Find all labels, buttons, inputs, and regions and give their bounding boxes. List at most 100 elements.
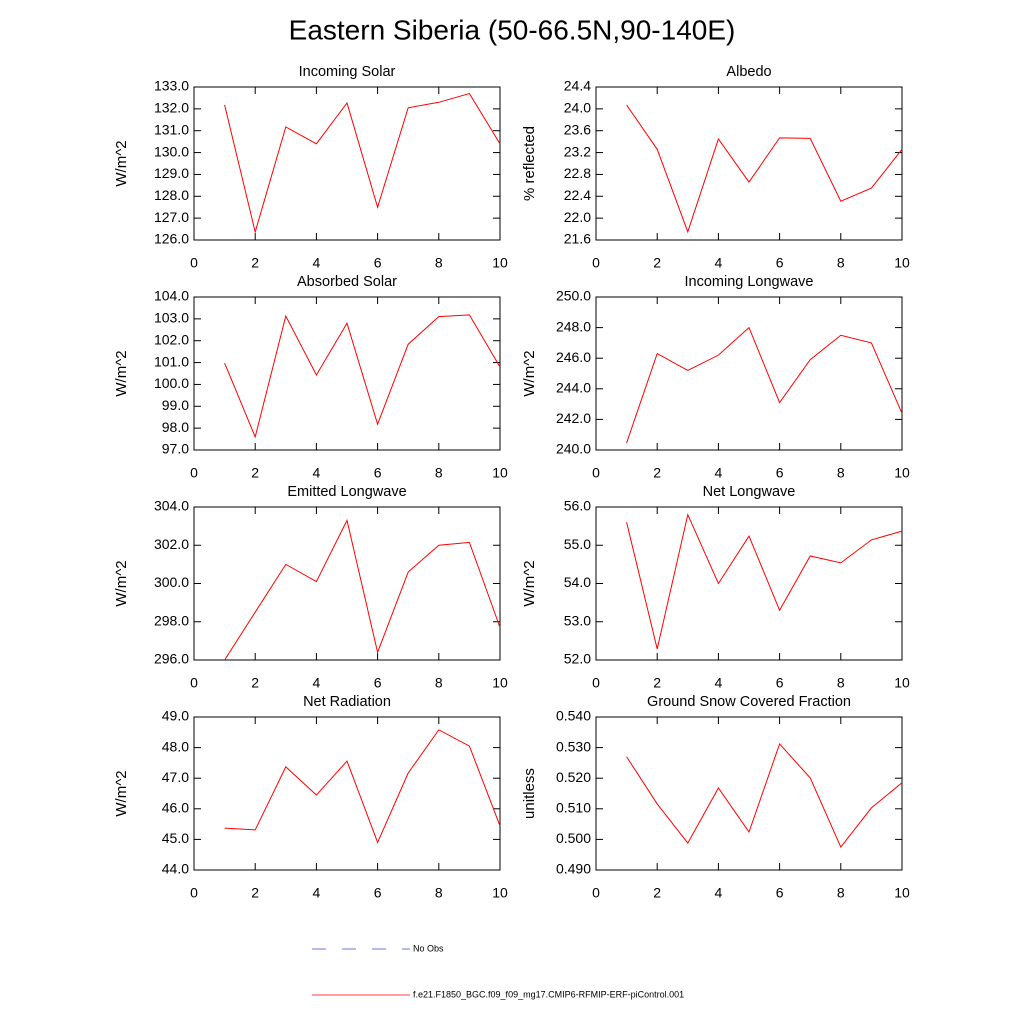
y-tick-label: 104.0 xyxy=(154,288,189,304)
y-tick-label: 24.0 xyxy=(564,100,591,116)
y-tick-label: 0.530 xyxy=(556,738,591,754)
plot-frame xyxy=(595,86,903,241)
y-tick-label: 0.500 xyxy=(556,830,591,846)
y-tick-label: 126.0 xyxy=(154,231,189,247)
x-tick-label: 0 xyxy=(190,885,198,901)
x-tick-label: 10 xyxy=(492,885,508,901)
x-tick-label: 2 xyxy=(653,255,661,271)
x-tick-label: 4 xyxy=(313,885,321,901)
x-tick-label: 6 xyxy=(776,885,784,901)
x-tick-label: 8 xyxy=(837,675,845,691)
y-tick-label: 49.0 xyxy=(162,708,189,724)
y-tick-label: 99.0 xyxy=(162,397,189,413)
panel-title: Incoming Longwave xyxy=(685,274,814,290)
x-tick-label: 8 xyxy=(435,255,443,271)
x-tick-label: 2 xyxy=(653,885,661,901)
x-tick-label: 10 xyxy=(894,885,910,901)
data-line xyxy=(224,729,501,844)
y-tick-label: 132.0 xyxy=(154,100,189,116)
panel-title: Incoming Solar xyxy=(299,64,396,80)
y-tick-label: 248.0 xyxy=(556,318,591,334)
data-line xyxy=(626,326,903,444)
plot-frame xyxy=(595,506,903,661)
x-tick-label: 6 xyxy=(374,675,382,691)
y-tick-label: 102.0 xyxy=(154,331,189,347)
y-tick-label: 128.0 xyxy=(154,187,189,203)
plot-frame xyxy=(193,716,501,871)
y-tick-label: 103.0 xyxy=(154,310,189,326)
x-tick-label: 2 xyxy=(653,675,661,691)
x-tick-label: 10 xyxy=(492,675,508,691)
x-tick-label: 10 xyxy=(894,465,910,481)
x-tick-label: 2 xyxy=(653,465,661,481)
y-tick-label: 52.0 xyxy=(564,651,591,667)
y-axis-label: W/m^2 xyxy=(113,350,130,396)
y-axis-label: W/m^2 xyxy=(521,560,538,606)
x-tick-label: 6 xyxy=(776,255,784,271)
y-tick-label: 22.8 xyxy=(564,165,591,181)
y-axis-label: W/m^2 xyxy=(113,140,130,186)
y-tick-label: 129.0 xyxy=(154,165,189,181)
y-tick-label: 246.0 xyxy=(556,349,591,365)
x-tick-label: 8 xyxy=(435,675,443,691)
data-line xyxy=(224,518,501,661)
legend-label: No Obs xyxy=(413,943,444,953)
y-tick-label: 44.0 xyxy=(162,861,189,877)
x-tick-label: 0 xyxy=(592,255,600,271)
data-line xyxy=(224,314,501,439)
y-tick-label: 46.0 xyxy=(162,800,189,816)
x-tick-label: 4 xyxy=(313,465,321,481)
y-tick-label: 302.0 xyxy=(154,536,189,552)
x-tick-label: 4 xyxy=(715,885,723,901)
x-tick-label: 4 xyxy=(715,675,723,691)
y-tick-label: 45.0 xyxy=(162,830,189,846)
x-tick-label: 6 xyxy=(374,885,382,901)
legend-label: f.e21.F1850_BGC.f09_f09_mg17.CMIP6-RFMIP… xyxy=(413,989,684,999)
y-tick-label: 54.0 xyxy=(564,574,591,590)
data-line xyxy=(626,104,903,234)
y-tick-label: 97.0 xyxy=(162,441,189,457)
plot-frame xyxy=(595,716,903,871)
data-line xyxy=(626,513,903,650)
y-axis-label: unitless xyxy=(521,768,538,819)
panel-title: Emitted Longwave xyxy=(287,484,406,500)
y-axis-label: W/m^2 xyxy=(113,770,130,816)
y-tick-label: 22.0 xyxy=(564,209,591,225)
x-tick-label: 6 xyxy=(374,465,382,481)
y-tick-label: 0.490 xyxy=(556,861,591,877)
figure-title: Eastern Siberia (50-66.5N,90-140E) xyxy=(289,14,736,45)
data-line xyxy=(224,92,501,234)
y-tick-label: 244.0 xyxy=(556,380,591,396)
y-tick-label: 98.0 xyxy=(162,419,189,435)
y-tick-label: 298.0 xyxy=(154,612,189,628)
y-tick-label: 300.0 xyxy=(154,574,189,590)
x-tick-label: 8 xyxy=(435,465,443,481)
panel-title: Absorbed Solar xyxy=(297,274,397,290)
x-tick-label: 6 xyxy=(776,675,784,691)
y-tick-label: 130.0 xyxy=(154,143,189,159)
x-tick-label: 0 xyxy=(592,465,600,481)
x-tick-label: 2 xyxy=(251,885,259,901)
y-tick-label: 24.4 xyxy=(564,78,591,94)
y-axis-label: % reflected xyxy=(521,126,538,201)
y-tick-label: 242.0 xyxy=(556,410,591,426)
y-tick-label: 131.0 xyxy=(154,121,189,137)
x-tick-label: 10 xyxy=(894,675,910,691)
plot-frame xyxy=(193,506,501,661)
plot-frame xyxy=(193,86,501,241)
y-tick-label: 23.6 xyxy=(564,121,591,137)
y-tick-label: 127.0 xyxy=(154,209,189,225)
y-axis-label: W/m^2 xyxy=(521,350,538,396)
x-tick-label: 8 xyxy=(837,255,845,271)
x-tick-label: 10 xyxy=(894,255,910,271)
y-tick-label: 100.0 xyxy=(154,375,189,391)
x-tick-label: 0 xyxy=(190,465,198,481)
x-tick-label: 4 xyxy=(313,675,321,691)
x-tick-label: 8 xyxy=(837,885,845,901)
x-tick-label: 0 xyxy=(592,885,600,901)
y-tick-label: 133.0 xyxy=(154,78,189,94)
data-line xyxy=(626,742,903,849)
x-tick-label: 6 xyxy=(374,255,382,271)
y-tick-label: 101.0 xyxy=(154,353,189,369)
